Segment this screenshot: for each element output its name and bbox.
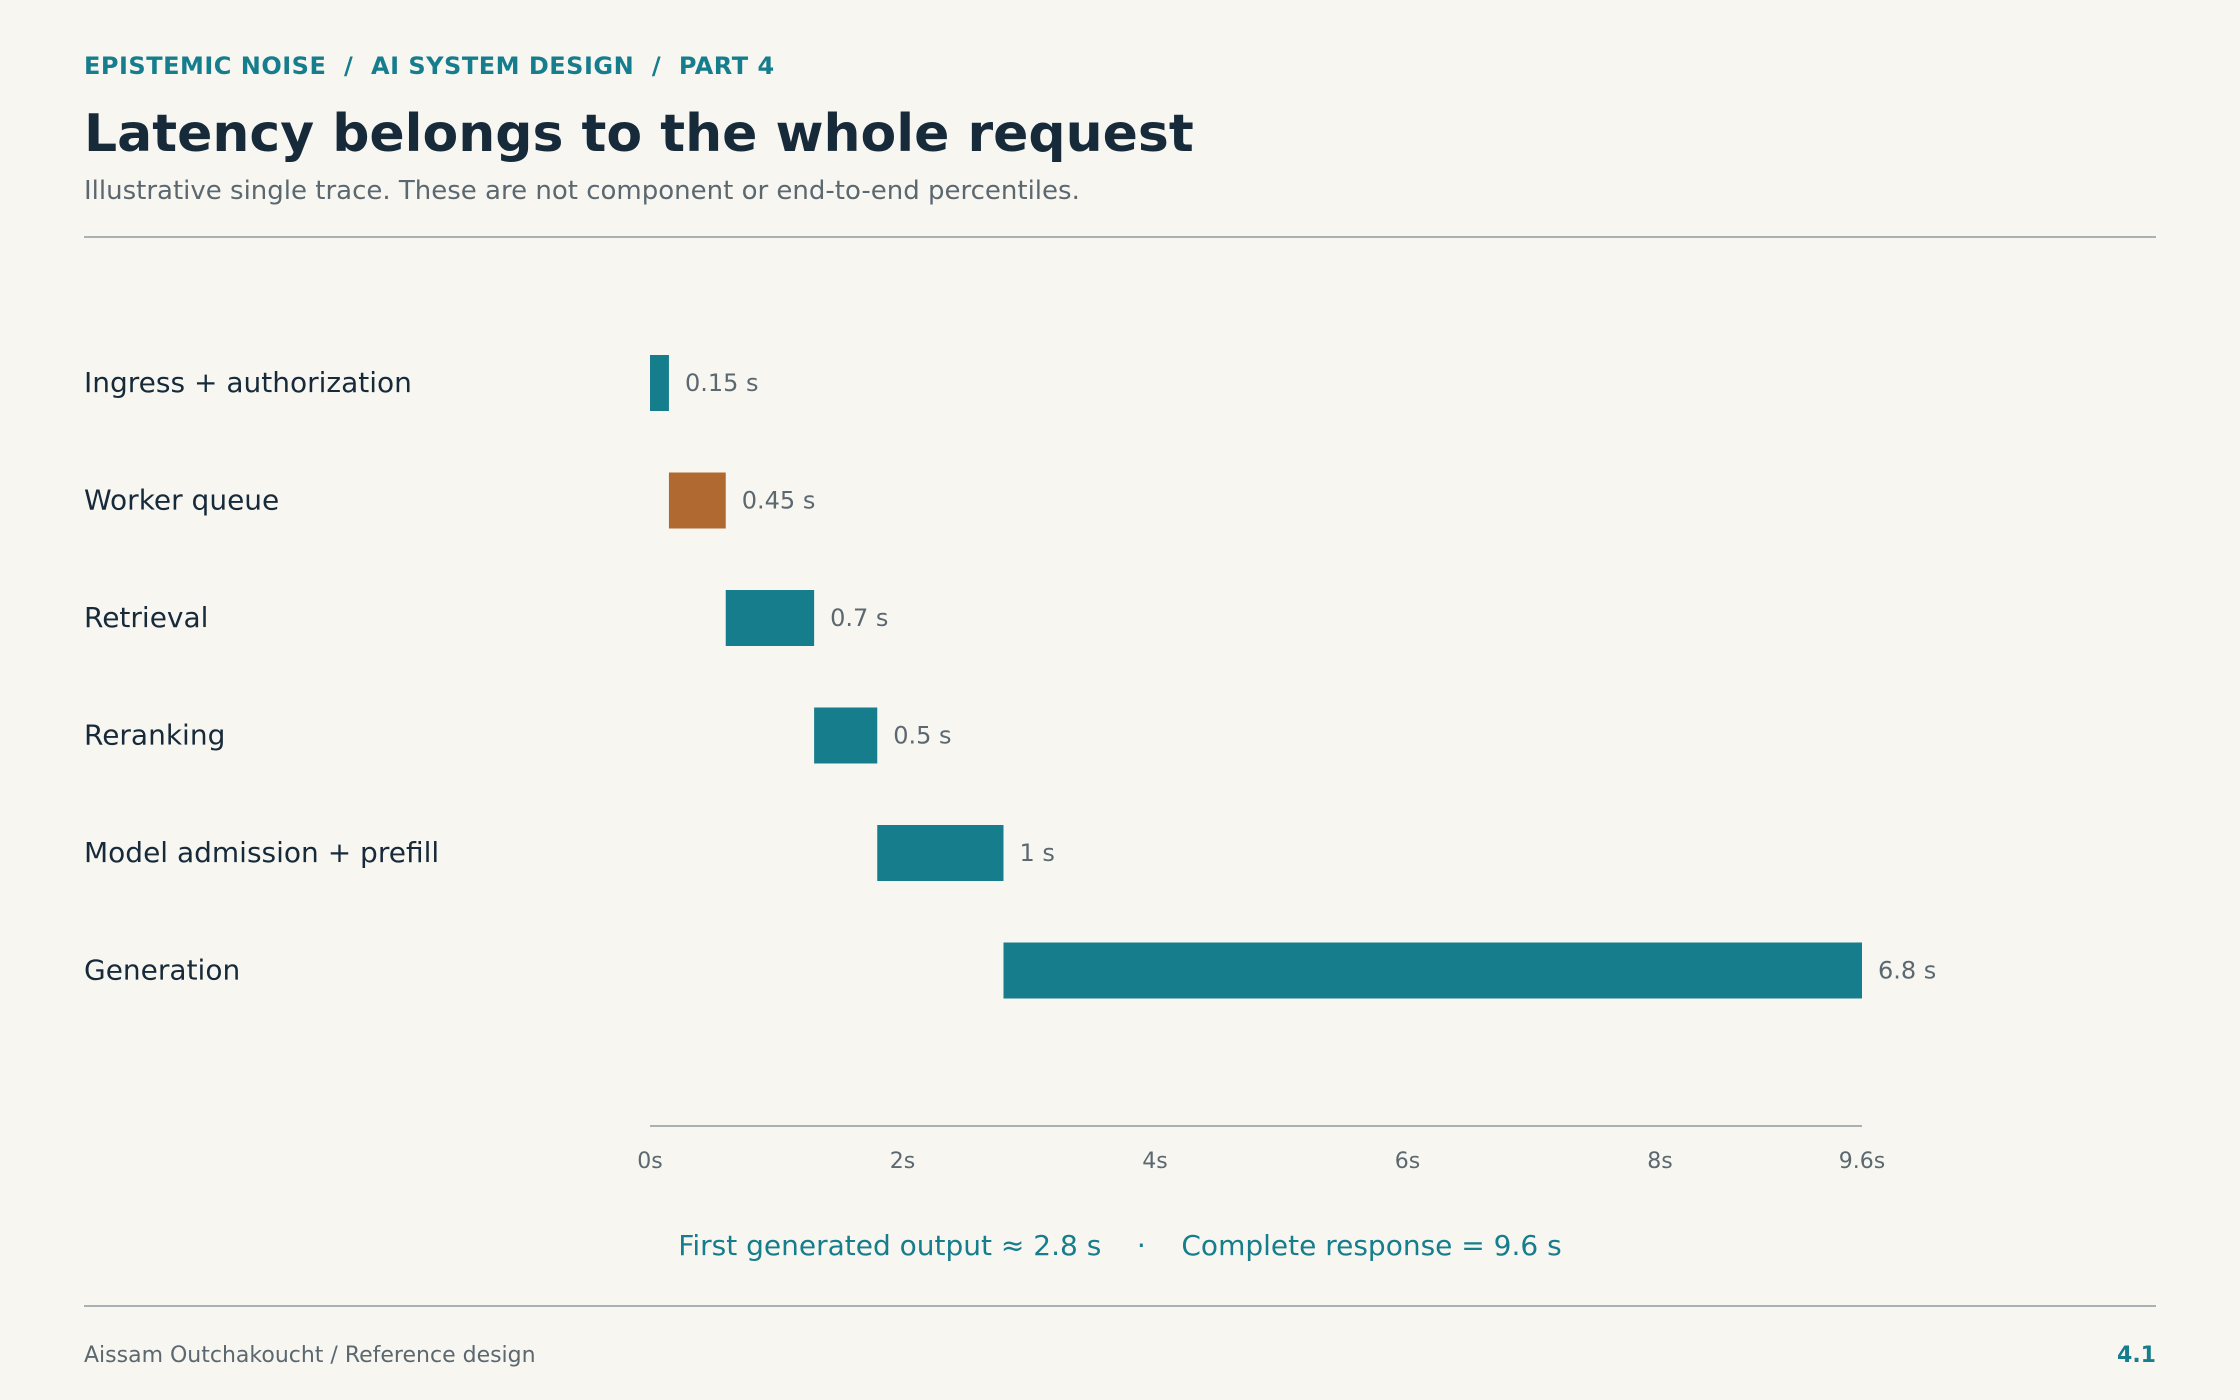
x-tick-label: 6s xyxy=(1395,1149,1420,1174)
footer-credit: Aissam Outchakoucht / Reference design xyxy=(84,1343,536,1368)
bottom-divider xyxy=(84,1305,2156,1307)
x-tick-label: 4s xyxy=(1142,1149,1167,1174)
latency-waterfall-chart: Ingress + authorization 0.15 s Worker queu… xyxy=(84,355,1936,1174)
breadcrumb: EPISTEMIC NOISE / AI SYSTEM DESIGN / PAR… xyxy=(84,52,775,80)
page-title: Latency belongs to the whole request xyxy=(84,104,1194,164)
category-label: Worker queue xyxy=(84,484,279,517)
top-divider xyxy=(84,236,2156,238)
page-subtitle: Illustrative single trace. These are not… xyxy=(84,176,1080,206)
bar xyxy=(668,472,726,529)
category-label: Retrieval xyxy=(84,601,208,634)
bar xyxy=(1003,942,1862,999)
data-label: 0.7 s xyxy=(830,604,888,632)
bar xyxy=(814,707,878,764)
bar xyxy=(877,825,1004,881)
x-tick-label: 8s xyxy=(1647,1149,1672,1174)
data-label: 0.15 s xyxy=(685,369,759,397)
data-label: 0.45 s xyxy=(742,487,816,515)
x-tick-label: 0s xyxy=(637,1149,662,1174)
category-label: Generation xyxy=(84,954,240,987)
x-tick-label: 9.6s xyxy=(1839,1149,1885,1174)
category-label: Model admission + prefill xyxy=(84,836,439,869)
category-label: Reranking xyxy=(84,719,225,752)
bar xyxy=(725,590,815,646)
page-number: 4.1 xyxy=(2117,1343,2156,1368)
bar xyxy=(650,355,669,411)
latency-summary: First generated output ≈ 2.8 s · Complet… xyxy=(678,1229,1562,1262)
data-label: 6.8 s xyxy=(1878,957,1936,985)
category-label: Ingress + authorization xyxy=(84,366,412,399)
data-label: 0.5 s xyxy=(893,722,951,750)
data-label: 1 s xyxy=(1020,839,1055,867)
x-tick-label: 2s xyxy=(890,1149,915,1174)
